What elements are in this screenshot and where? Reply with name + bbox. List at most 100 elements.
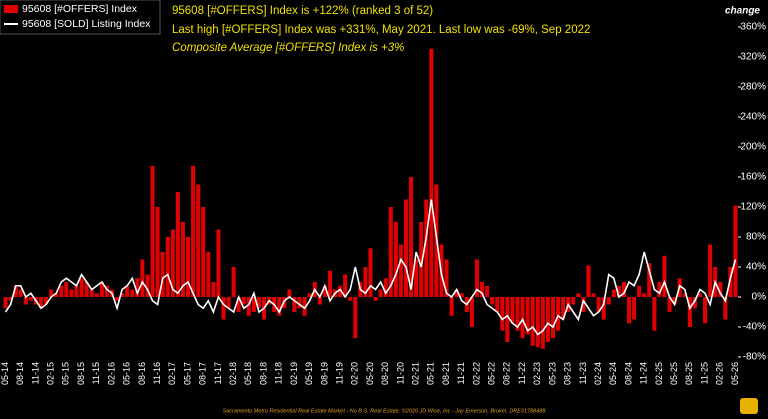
bar — [191, 165, 196, 297]
x-tick-label: 05-26 — [730, 362, 740, 385]
bar — [185, 237, 191, 297]
bar — [429, 48, 434, 297]
x-tick-label: 11-19 — [334, 362, 344, 384]
y-tick-label: 360% — [740, 22, 766, 33]
bar — [626, 297, 632, 324]
y-tick-label: 280% — [740, 82, 766, 93]
x-tick-label: 11-24 — [639, 362, 649, 384]
bar — [723, 297, 728, 320]
bar — [277, 297, 282, 316]
x-tick-label: 02-23 — [532, 362, 542, 385]
bar — [647, 263, 652, 297]
x-tick-label: 05-17 — [182, 362, 192, 385]
bar — [601, 297, 606, 320]
x-tick-label: 08-21 — [441, 362, 451, 385]
bar — [196, 184, 201, 297]
bar — [38, 297, 44, 309]
bar — [140, 259, 145, 297]
x-tick-label: 02-17 — [167, 362, 177, 385]
x-tick-label: 05-15 — [61, 362, 71, 385]
bar — [657, 282, 662, 297]
bar — [120, 293, 125, 297]
bar — [115, 297, 120, 301]
bar — [454, 289, 459, 297]
bar — [444, 259, 449, 297]
x-tick-label: 11-14 — [30, 362, 40, 384]
bar — [586, 265, 591, 297]
x-tick-label: 11-21 — [456, 362, 466, 384]
x-tick-label: 05-23 — [547, 362, 557, 385]
bar — [165, 237, 170, 297]
bar — [515, 297, 520, 331]
bar — [338, 285, 343, 297]
bar — [596, 297, 601, 312]
logo — [740, 398, 758, 414]
x-tick-label: 02-16 — [106, 362, 116, 385]
bar — [231, 267, 236, 297]
bar — [135, 278, 140, 297]
bar — [409, 177, 414, 297]
bar — [206, 252, 211, 297]
bar — [510, 297, 515, 324]
bar — [662, 255, 667, 297]
bar — [251, 297, 256, 312]
bar — [535, 297, 540, 348]
bar — [373, 297, 378, 301]
x-tick-label: 05-16 — [122, 362, 132, 385]
bar — [49, 289, 54, 297]
x-tick-label: 11-16 — [152, 362, 162, 384]
bar — [378, 289, 383, 297]
bar — [236, 297, 241, 312]
x-tick-label: 05-18 — [243, 362, 253, 385]
bar — [550, 297, 556, 339]
x-tick-label: 02-19 — [289, 362, 299, 385]
bar — [459, 293, 464, 297]
y-tick-label: 80% — [746, 232, 766, 243]
x-tick-label: 02-15 — [46, 362, 56, 385]
x-tick-label: 02-20 — [350, 362, 360, 385]
bar — [616, 285, 621, 297]
bar — [530, 297, 535, 346]
bar — [495, 297, 500, 312]
bar — [3, 297, 8, 309]
bar — [104, 285, 109, 297]
bar — [54, 293, 59, 297]
y-tick-label: 0% — [752, 292, 767, 303]
bar — [591, 293, 596, 297]
bar — [180, 222, 185, 297]
x-tick-label: 02-22 — [471, 362, 481, 385]
bar — [403, 199, 409, 297]
y-tick-label: -40% — [743, 322, 766, 333]
bar — [327, 270, 332, 297]
bar — [561, 297, 566, 320]
bar — [576, 293, 581, 297]
bar — [23, 297, 28, 305]
bar — [520, 297, 525, 339]
x-tick-label: 02-26 — [715, 362, 725, 385]
y-tick-label: 200% — [740, 142, 766, 153]
bar — [469, 297, 474, 327]
bar — [505, 297, 510, 342]
x-tick-label: 08-20 — [380, 362, 390, 385]
bar — [28, 297, 33, 301]
x-tick-label: 08-19 — [319, 362, 329, 385]
bar — [637, 285, 642, 297]
bar — [79, 278, 84, 297]
bar — [317, 297, 322, 305]
bar — [642, 293, 647, 297]
bar — [99, 282, 104, 297]
bar — [94, 293, 99, 297]
bar — [211, 282, 216, 297]
bar — [479, 282, 485, 297]
y-tick-label: -80% — [743, 352, 766, 363]
bar — [241, 297, 246, 305]
bar — [703, 297, 708, 324]
y-tick-label: 240% — [740, 112, 766, 123]
x-tick-label: 05-22 — [487, 362, 497, 385]
bar — [682, 293, 687, 297]
bar — [13, 285, 18, 297]
x-tick-label: 08-15 — [76, 362, 86, 385]
bar — [89, 289, 94, 297]
bar — [246, 297, 251, 316]
bar — [256, 297, 262, 309]
